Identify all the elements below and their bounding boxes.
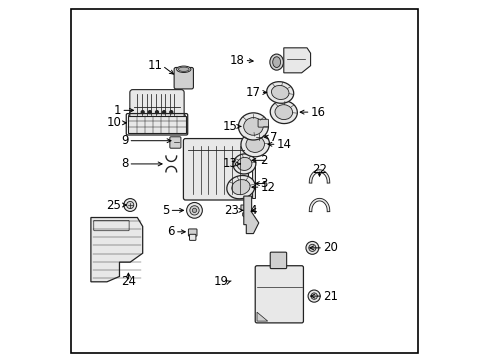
Text: 24: 24 [121,275,136,288]
Ellipse shape [243,118,263,135]
Text: 8: 8 [121,157,128,170]
Circle shape [189,206,199,215]
Circle shape [123,199,136,211]
Circle shape [155,111,158,113]
FancyBboxPatch shape [169,137,181,148]
Text: 4: 4 [249,204,257,217]
Text: 23: 23 [224,204,239,217]
Text: 19: 19 [213,275,228,288]
Ellipse shape [270,101,297,123]
Polygon shape [241,205,249,219]
Text: 6: 6 [167,225,175,238]
Text: 2: 2 [260,154,267,167]
Ellipse shape [226,175,255,199]
Text: 12: 12 [260,181,275,194]
Ellipse shape [233,154,255,174]
Text: 11: 11 [147,59,162,72]
Ellipse shape [241,132,269,157]
FancyBboxPatch shape [258,119,268,127]
Text: 21: 21 [323,289,337,303]
Circle shape [148,111,151,113]
Text: 7: 7 [269,131,276,144]
Circle shape [252,131,264,144]
FancyBboxPatch shape [130,90,184,120]
Ellipse shape [271,85,288,99]
Polygon shape [251,162,254,198]
Text: 5: 5 [162,204,169,217]
Text: 25: 25 [106,198,121,212]
Circle shape [186,203,202,218]
FancyBboxPatch shape [183,139,248,200]
Ellipse shape [274,105,292,120]
Ellipse shape [178,67,189,71]
Polygon shape [257,312,267,321]
Circle shape [255,134,262,141]
Ellipse shape [237,157,251,170]
FancyBboxPatch shape [270,252,286,269]
FancyBboxPatch shape [189,234,196,240]
Circle shape [307,290,320,302]
FancyBboxPatch shape [188,229,197,236]
Text: 18: 18 [229,54,244,67]
Ellipse shape [238,113,268,140]
Polygon shape [91,217,142,282]
Circle shape [141,111,144,113]
Polygon shape [244,196,258,234]
Circle shape [305,242,318,254]
Text: 14: 14 [276,138,291,151]
Ellipse shape [245,136,264,152]
FancyBboxPatch shape [128,114,185,126]
FancyBboxPatch shape [255,266,303,323]
Circle shape [126,202,134,208]
Text: 9: 9 [121,134,128,147]
Circle shape [308,244,315,251]
Text: 1: 1 [114,104,121,117]
Circle shape [310,293,317,299]
Text: 15: 15 [222,120,237,133]
Bar [128,116,185,133]
Text: 17: 17 [245,86,260,99]
Polygon shape [283,48,310,73]
Text: 22: 22 [311,163,326,176]
Text: 20: 20 [323,241,337,255]
FancyBboxPatch shape [174,67,193,89]
Circle shape [163,111,165,113]
Text: 10: 10 [106,116,121,129]
Circle shape [192,208,196,212]
Ellipse shape [272,57,280,67]
Text: 3: 3 [260,177,267,190]
Text: 13: 13 [222,157,237,170]
Ellipse shape [269,54,283,70]
Ellipse shape [176,66,190,72]
Ellipse shape [266,82,293,103]
Circle shape [169,111,172,113]
Text: 16: 16 [310,105,325,119]
Ellipse shape [231,180,249,195]
